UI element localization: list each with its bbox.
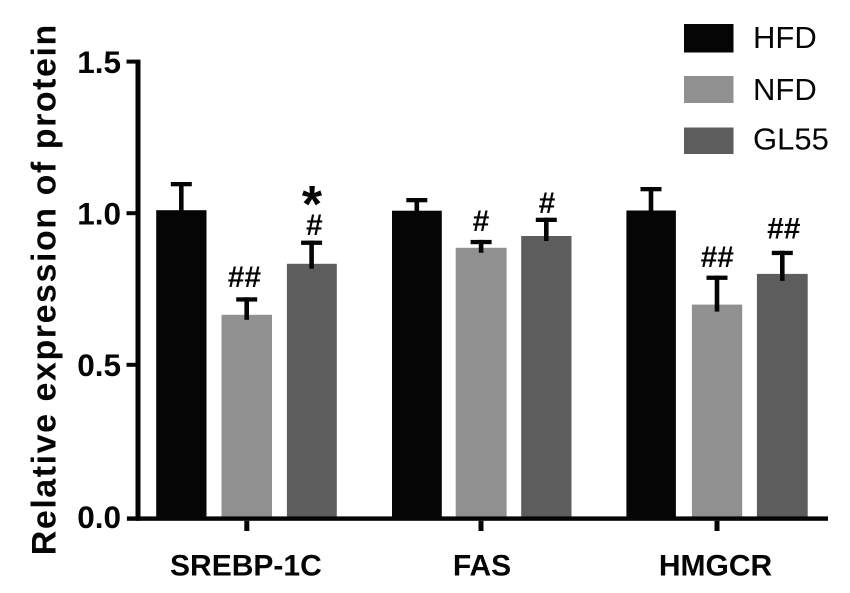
svg-text:HMGCR: HMGCR [659, 549, 773, 582]
svg-text:HFD: HFD [753, 20, 817, 55]
svg-text:FAS: FAS [453, 549, 511, 582]
svg-text:GL55: GL55 [753, 122, 829, 157]
svg-text:#: # [539, 187, 556, 220]
svg-text:1.0: 1.0 [77, 196, 121, 232]
svg-text:##: ## [228, 261, 262, 294]
svg-text:1.5: 1.5 [77, 44, 121, 80]
svg-text:SREBP-1C: SREBP-1C [170, 549, 322, 582]
svg-text:NFD: NFD [753, 72, 817, 107]
svg-text:*: * [302, 176, 323, 234]
svg-text:0.5: 0.5 [77, 347, 121, 383]
svg-text:#: # [306, 209, 323, 242]
svg-text:#: # [473, 205, 490, 238]
svg-text:##: ## [767, 212, 801, 245]
svg-text:##: ## [701, 241, 735, 274]
svg-text:Relative expression of protein: Relative expression of protein [26, 23, 64, 555]
svg-text:0.0: 0.0 [77, 499, 121, 535]
